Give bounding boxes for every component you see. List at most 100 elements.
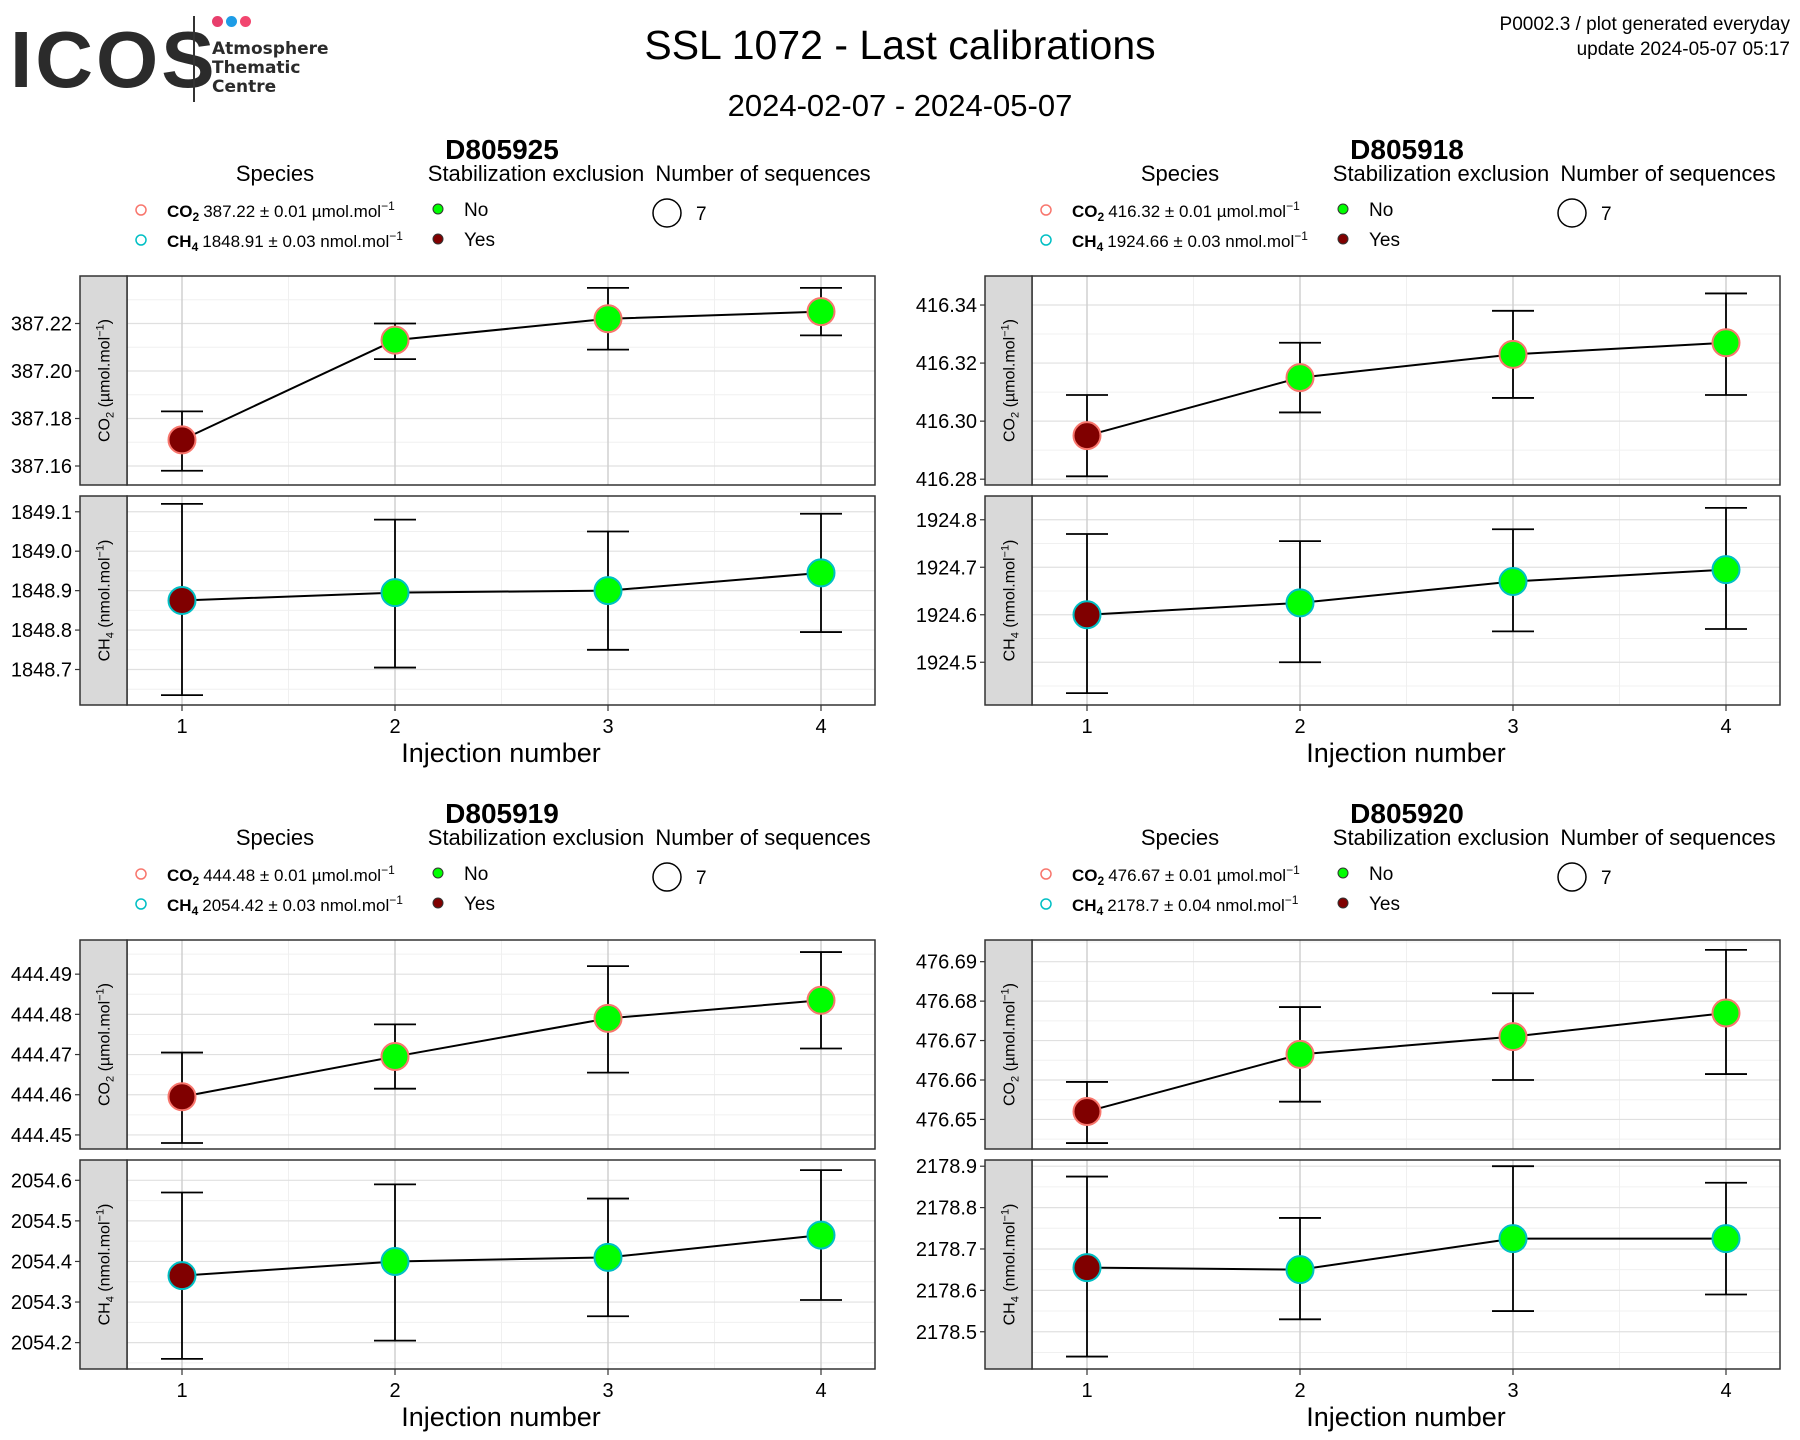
facet-strip <box>79 939 128 1150</box>
legend-label-no: No <box>464 200 488 221</box>
y-tick-label: 444.46 <box>11 1085 72 1107</box>
facet-ch4: CH4 (nmol.mol−1) 2054.2 2054.3 2054.4 2054.5… <box>11 1159 876 1370</box>
y-tick-label: 387.20 <box>11 361 72 383</box>
legend-title-stabilization: Stabilization exclusion <box>428 825 644 850</box>
y-tick-label: 387.22 <box>11 314 72 336</box>
y-tick-label: 2178.5 <box>916 1322 977 1344</box>
generation-info: P0002.3 / plot generated everyday update… <box>1500 12 1790 62</box>
data-point <box>806 1220 836 1250</box>
legend-label-co2: CO2 387.22 ± 0.01 µmol.mol−1 <box>167 199 395 224</box>
logo-dot <box>240 16 251 27</box>
facet-strip <box>79 495 128 706</box>
data-point <box>1498 567 1528 596</box>
series-line-co2 <box>1086 1011 1727 1113</box>
data-point <box>380 578 410 608</box>
y-tick-label: 444.45 <box>11 1125 72 1147</box>
legend-key-sequences <box>652 862 682 892</box>
data-point <box>1711 328 1741 358</box>
y-tick-label: 2054.3 <box>11 1292 72 1314</box>
facet-co2: CO2 (µmol.mol−1) 444.45 444.46 444.47 444.48… <box>11 939 876 1150</box>
data-point <box>1498 1022 1528 1052</box>
x-tick-label: 1 <box>1081 1380 1092 1402</box>
data-point <box>593 576 623 606</box>
facet-strip-label: CO2 (µmol.mol−1) <box>1000 319 1022 442</box>
data-point <box>1711 555 1741 585</box>
facet-strip <box>984 495 1033 706</box>
series-line-ch4 <box>181 1234 822 1277</box>
legend-label-yes: Yes <box>464 894 495 915</box>
legend-key-yes <box>1337 897 1349 909</box>
legend-label-sequences: 7 <box>1601 868 1612 889</box>
legend-label-sequences: 7 <box>696 868 707 889</box>
data-point <box>1072 421 1102 451</box>
legend-title-species: Species <box>236 161 314 186</box>
data-point <box>806 558 836 588</box>
legend-label-co2: CO2 444.48 ± 0.01 µmol.mol−1 <box>167 863 395 888</box>
legend-key-no <box>432 867 444 879</box>
legend-label-ch4: CH4 2054.42 ± 0.03 nmol.mol−1 <box>167 893 403 918</box>
calibration-panel-d805919: D805919 Species Stabilization exclusion Num… <box>11 798 876 1432</box>
legend-label-co2: CO2 476.67 ± 0.01 µmol.mol−1 <box>1072 863 1300 888</box>
legend-title-species: Species <box>236 825 314 850</box>
y-tick-label: 1849.1 <box>11 502 72 524</box>
legend-label-ch4: CH4 2178.7 ± 0.04 nmol.mol−1 <box>1072 893 1299 918</box>
legend-key-ch4 <box>135 234 147 246</box>
x-tick-label: 2 <box>389 1380 400 1402</box>
generation-info-line: P0002.3 / plot generated everyday <box>1499 14 1790 35</box>
data-point <box>806 985 836 1015</box>
facet-strip-label: CO2 (µmol.mol−1) <box>95 319 117 442</box>
legend-key-co2 <box>1040 204 1052 216</box>
legend-title-sequences: Number of sequences <box>655 161 870 186</box>
x-tick-label: 4 <box>1720 1380 1731 1402</box>
data-point <box>380 1042 410 1072</box>
data-point <box>1498 339 1528 369</box>
data-point <box>1285 588 1315 618</box>
date-range: 2024-02-07 - 2024-05-07 <box>727 88 1073 123</box>
logo-subtitle-line: Thematic <box>212 58 301 78</box>
legend-label-ch4: CH4 1924.66 ± 0.03 nmol.mol−1 <box>1072 229 1308 254</box>
facet-strip <box>79 1159 128 1370</box>
facet-co2: CO2 (µmol.mol−1) 416.28 416.30 416.32 416.34 <box>916 275 1781 491</box>
facet-strip <box>984 275 1033 486</box>
y-tick-label: 416.34 <box>916 295 977 317</box>
legend-key-sequences <box>1557 862 1587 892</box>
generation-info-line: update 2024-05-07 05:17 <box>1576 39 1790 60</box>
data-point <box>167 1082 197 1112</box>
y-tick-label: 1848.9 <box>11 581 72 603</box>
data-point <box>1072 600 1102 630</box>
y-tick-label: 2054.2 <box>11 1333 72 1355</box>
logo-dot <box>226 16 237 27</box>
data-point <box>1285 363 1315 393</box>
legend-key-ch4 <box>135 898 147 910</box>
logo-dot <box>212 16 223 27</box>
legend-label-no: No <box>1369 864 1393 885</box>
data-point <box>806 297 836 327</box>
facet-strip-label: CH4 (nmol.mol−1) <box>1000 1204 1022 1326</box>
legend-title-stabilization: Stabilization exclusion <box>428 161 644 186</box>
y-tick-label: 387.16 <box>11 456 72 478</box>
legend-title-species: Species <box>1141 161 1219 186</box>
facet-strip-label: CO2 (µmol.mol−1) <box>1000 983 1022 1106</box>
facet-strip-label: CH4 (nmol.mol−1) <box>95 540 117 662</box>
x-axis-label: Injection number <box>1306 1402 1506 1432</box>
legend-title-sequences: Number of sequences <box>1560 161 1775 186</box>
data-point <box>593 1242 623 1272</box>
data-point <box>1285 1039 1315 1069</box>
y-tick-label: 387.18 <box>11 409 72 431</box>
y-tick-label: 444.47 <box>11 1045 72 1067</box>
facet-strip-label: CO2 (µmol.mol−1) <box>95 983 117 1106</box>
y-tick-label: 1924.6 <box>916 605 977 627</box>
legend-key-no <box>432 203 444 215</box>
x-axis-label: Injection number <box>1306 738 1506 768</box>
legend-label-yes: Yes <box>1369 894 1400 915</box>
facet-co2: CO2 (µmol.mol−1) 387.16 387.18 387.20 387.22 <box>11 275 876 486</box>
x-tick-label: 3 <box>1507 716 1518 738</box>
legend-label-sequences: 7 <box>696 204 707 225</box>
y-tick-label: 1848.8 <box>11 620 72 642</box>
legend-key-yes <box>432 233 444 245</box>
x-tick-label: 4 <box>815 1380 826 1402</box>
facet-ch4: CH4 (nmol.mol−1) 1924.5 1924.6 1924.7 1924.8 <box>916 495 1781 706</box>
series-line-ch4 <box>1086 568 1727 616</box>
x-tick-label: 2 <box>1294 1380 1305 1402</box>
